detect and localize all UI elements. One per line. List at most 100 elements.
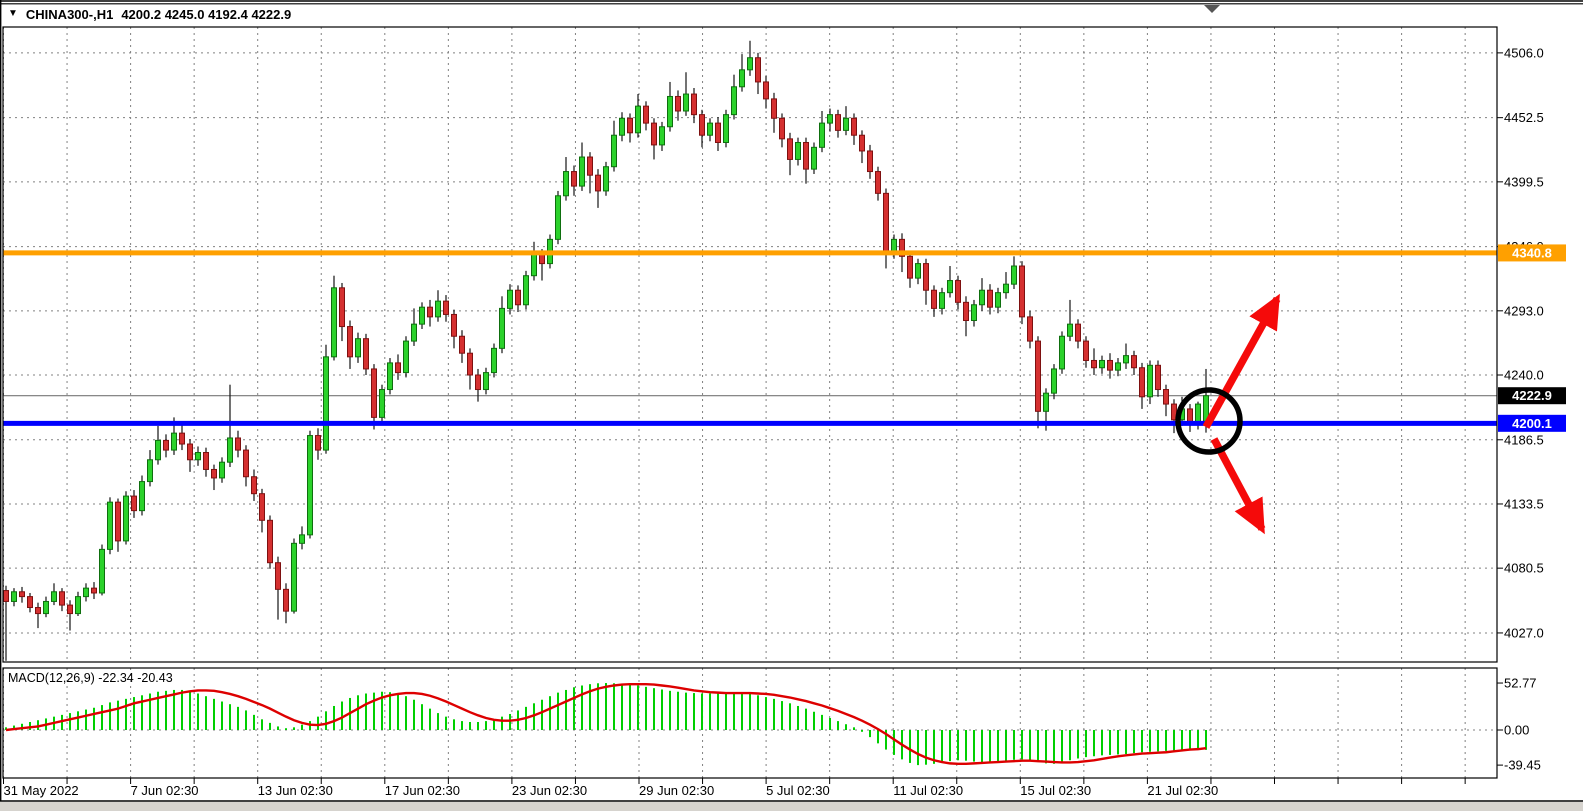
- candle: [1195, 403, 1201, 424]
- annotation-circle[interactable]: [1175, 387, 1243, 455]
- candle: [739, 69, 745, 88]
- candle: [1019, 265, 1025, 318]
- candle: [1043, 392, 1049, 412]
- candle: [1131, 355, 1137, 369]
- candle: [579, 156, 585, 187]
- macd-tick-label: 0.00: [1504, 723, 1529, 738]
- candle: [443, 300, 449, 315]
- candle: [1139, 367, 1145, 398]
- candle: [347, 326, 353, 358]
- candle: [403, 340, 409, 374]
- candle: [75, 596, 81, 615]
- candle: [867, 150, 873, 173]
- time-tick-label: 13 Jun 02:30: [258, 783, 333, 798]
- candle: [771, 98, 777, 119]
- price-tick-label: 4506.0: [1504, 45, 1544, 60]
- time-tick-label: 17 Jun 02:30: [385, 783, 460, 798]
- candle: [883, 192, 889, 252]
- candle: [555, 195, 561, 240]
- candle: [979, 289, 985, 306]
- resistance-price-badge: [1498, 244, 1566, 262]
- time-tick-label: 7 Jun 02:30: [131, 783, 199, 798]
- candle: [195, 452, 201, 461]
- candle: [155, 439, 161, 461]
- candle: [11, 591, 17, 602]
- candle: [611, 134, 617, 168]
- candle: [187, 443, 193, 461]
- candle: [139, 481, 145, 512]
- chart-symbol-title: CHINA300-,H1: [25, 6, 114, 22]
- candle: [1083, 340, 1089, 361]
- candle: [531, 253, 537, 277]
- candle: [795, 141, 801, 160]
- candle: [779, 117, 785, 140]
- candle: [891, 238, 897, 252]
- candle: [811, 146, 817, 170]
- candle: [587, 156, 593, 176]
- candle: [1011, 265, 1017, 285]
- candle: [307, 435, 313, 536]
- candle: [363, 338, 369, 370]
- candle: [227, 437, 233, 463]
- candle: [563, 171, 569, 197]
- annotation-arrow-up[interactable]: [1202, 293, 1281, 429]
- candle: [379, 389, 385, 418]
- candle: [1099, 359, 1105, 369]
- candle: [523, 275, 529, 306]
- symbol-dropdown-icon[interactable]: ▼: [8, 8, 18, 19]
- candle: [715, 122, 721, 143]
- time-tick-label: 23 Jun 02:30: [512, 783, 587, 798]
- candle: [467, 352, 473, 376]
- candle: [371, 368, 377, 418]
- candle: [419, 306, 425, 325]
- candle: [619, 117, 625, 136]
- price-tick-label: 4399.5: [1504, 174, 1544, 189]
- candle: [331, 287, 337, 358]
- candle: [67, 604, 73, 615]
- price-tick-label: 4027.0: [1504, 625, 1544, 640]
- candle: [203, 452, 209, 470]
- candle: [515, 289, 521, 306]
- candle: [147, 459, 153, 483]
- support-price-badge: [1498, 414, 1566, 432]
- candle: [435, 300, 441, 318]
- candle: [323, 356, 329, 451]
- candle: [3, 590, 9, 602]
- price-tick-label: 4293.0: [1504, 303, 1544, 318]
- candle: [683, 93, 689, 112]
- candle: [731, 86, 737, 116]
- candle: [451, 313, 457, 337]
- candle: [99, 548, 105, 594]
- candle: [1155, 364, 1161, 391]
- candle: [755, 57, 761, 83]
- time-tick-label: 5 Jul 02:30: [766, 783, 830, 798]
- candle: [1123, 355, 1129, 364]
- time-tick-label: 31 May 2022: [4, 783, 79, 798]
- candle: [851, 117, 857, 136]
- price-tick-label: 4080.5: [1504, 561, 1544, 576]
- candle: [667, 95, 673, 128]
- candle: [1107, 359, 1113, 371]
- candle: [763, 81, 769, 100]
- main-pane-border: [2, 26, 1498, 663]
- candle: [899, 238, 905, 257]
- current-price-badge: [1498, 387, 1566, 405]
- candle: [83, 587, 89, 598]
- price-tick-label: 4133.5: [1504, 496, 1544, 511]
- candle: [243, 449, 249, 478]
- time-tick-label: 15 Jul 02:30: [1020, 783, 1091, 798]
- candle: [499, 307, 505, 349]
- annotation-arrow-down[interactable]: [1210, 437, 1266, 535]
- macd-tick-label: -39.45: [1504, 758, 1541, 773]
- candle: [275, 562, 281, 590]
- price-tick-label: 4240.0: [1504, 368, 1544, 383]
- candle: [955, 280, 961, 303]
- candle: [107, 501, 113, 550]
- macd-histogram: [5, 683, 1207, 766]
- macd-signal-line: [5, 682, 1207, 766]
- candle: [291, 542, 297, 612]
- current-price-badge-text: 4222.9: [1512, 388, 1552, 403]
- candle: [315, 435, 321, 451]
